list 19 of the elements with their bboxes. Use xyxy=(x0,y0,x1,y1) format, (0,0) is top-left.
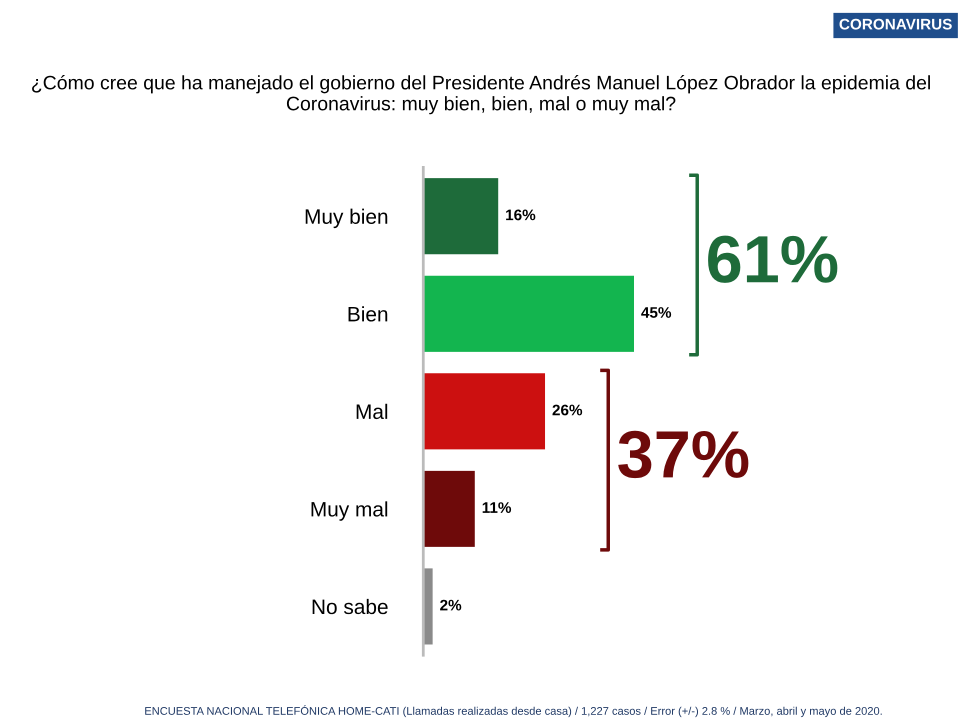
data-label: 45% xyxy=(641,307,672,318)
bar xyxy=(423,178,498,254)
bar xyxy=(423,373,546,450)
text: ENCUESTA NACIONAL TELEFÓNICA HOME-CATI (Llamadas realizadas desde casa) / 1,227 casos / Error (+/-) 2.8 % / Marzo, abril y mayo de 2020. xyxy=(145,705,882,718)
bar xyxy=(423,470,475,547)
text: 61% xyxy=(708,236,838,283)
y-tick-label: Muy mal xyxy=(312,501,388,521)
y-tick-label: Muy bien xyxy=(306,208,388,228)
annotation: 37% xyxy=(618,430,748,478)
bar xyxy=(423,276,634,352)
data-label: 11% xyxy=(482,502,512,513)
text: CORONAVIRUS xyxy=(840,18,952,30)
y-tick-label: Bien xyxy=(348,306,388,322)
chart-title: ¿Cómo cree que ha manejado el gobierno del Presidente Andrés Manuel López Obrador la epidemia del Coronavirus: muy bien, bien, mal o muy mal? xyxy=(32,74,930,114)
data-label: 26% xyxy=(552,404,582,416)
data-label: 16% xyxy=(506,210,536,220)
y-tick-label: Mal xyxy=(356,404,388,420)
data-label: 2% xyxy=(440,600,462,610)
y-tick-label: No sabe xyxy=(312,598,388,614)
